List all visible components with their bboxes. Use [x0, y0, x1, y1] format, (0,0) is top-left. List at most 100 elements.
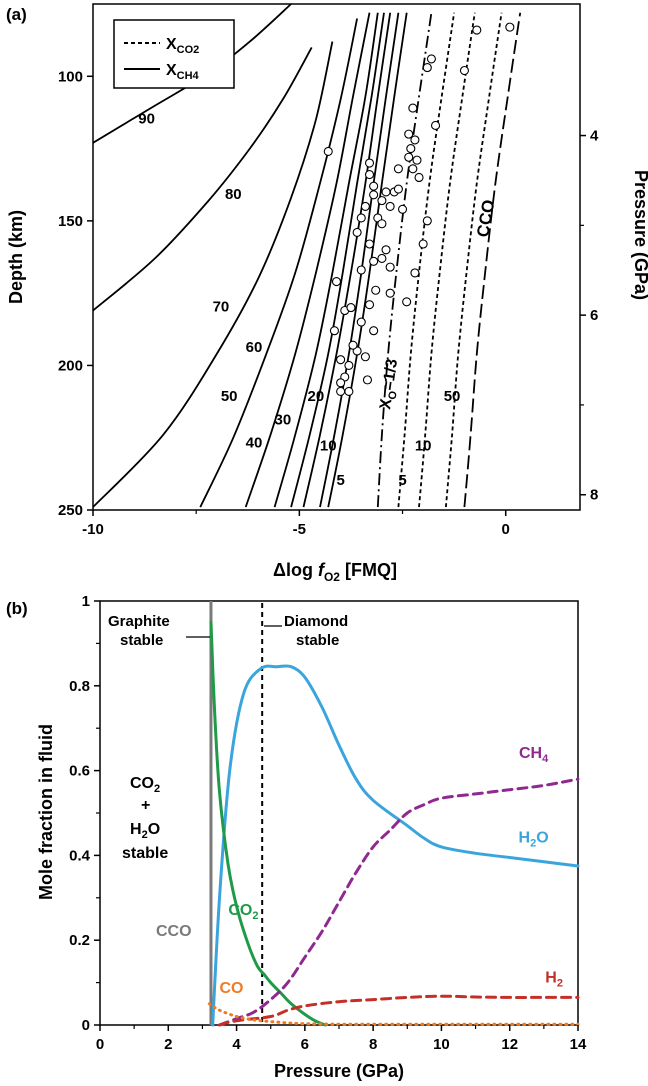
- scatter-point-7: [364, 158, 375, 168]
- a-xtick-label-0: -10: [82, 521, 104, 538]
- b-ytick-label-1: 0.2: [69, 932, 90, 949]
- panel-a-curve-dashed-5-11: [397, 12, 455, 508]
- scatter-point-12: [377, 196, 387, 206]
- scatter-point-23: [408, 164, 418, 174]
- b-xtick-label-6: 12: [501, 1036, 518, 1053]
- scatter-point-54: [431, 120, 441, 130]
- scatter-point-58: [472, 25, 482, 35]
- scatter-point-6: [346, 303, 356, 313]
- scatter-point-40: [348, 340, 358, 350]
- stable-h2o: H2O: [130, 821, 160, 841]
- scatter-point-2: [356, 265, 366, 275]
- legend-xch4: XCH4: [166, 62, 200, 82]
- b-ytick-label-5: 1: [82, 593, 90, 610]
- b-xtick-label-5: 10: [433, 1036, 450, 1053]
- a-xtick-label-2: 0: [502, 521, 510, 538]
- diamond-label-1: Diamond: [284, 613, 348, 630]
- panel-a-curve-solid-60-3: [199, 18, 358, 508]
- scatter-point-51: [410, 268, 420, 278]
- panel-b: (b) 0 2 4 6 8 10 12 14 0 0.2 0.4 0.6 0.8 1 CO2 CH4 H2O H…: [6, 593, 587, 1081]
- panel-a-curves: [93, 4, 522, 508]
- stable-word: stable: [122, 845, 168, 862]
- series-label-co: CO: [219, 980, 243, 997]
- legend-xco2: XCO2: [166, 36, 199, 56]
- scatter-point-13: [381, 187, 391, 197]
- scatter-point-32: [377, 253, 387, 263]
- b-xtick-label-2: 4: [232, 1036, 241, 1053]
- panel-a-ylabel-left: Depth (km): [6, 210, 26, 304]
- panel-a-legend: XCO2 XCH4: [113, 19, 235, 89]
- curve-label-6: 30: [275, 411, 292, 428]
- curve-label-5: 40: [246, 434, 263, 451]
- xo-label: XO=1/3: [377, 358, 404, 411]
- panel-a-curve-solid-80-1: [93, 46, 313, 312]
- scatter-point-28: [404, 129, 414, 139]
- scatter-point-1: [352, 227, 362, 237]
- b-xtick-label-3: 6: [301, 1036, 309, 1053]
- scatter-point-42: [360, 352, 370, 362]
- scatter-point-41: [344, 360, 354, 370]
- scatter-point-20: [397, 204, 408, 214]
- scatter-point-16: [377, 219, 387, 229]
- diamond-label-2: stable: [296, 632, 339, 649]
- graphite-label-1: Graphite: [108, 613, 170, 630]
- scatter-point-50: [402, 297, 412, 307]
- scatter-point-0: [323, 146, 333, 157]
- cco-label-b: CCO: [156, 923, 192, 940]
- scatter-point-17: [385, 201, 395, 211]
- legend-box: [113, 19, 235, 89]
- scatter-point-48: [344, 386, 354, 397]
- panel-a-scatter: [323, 22, 515, 397]
- panel-a-curve-labels: 90 80 70 60 50 40 30 20 10 5 5 10 50: [138, 111, 460, 489]
- scatter-point-9: [369, 181, 379, 191]
- curve-label-0: 90: [138, 111, 155, 128]
- series-line-ch4: [218, 777, 580, 1027]
- scatter-point-35: [371, 285, 381, 295]
- scatter-point-5: [329, 326, 339, 336]
- series-line-co2: [209, 620, 327, 1027]
- a-ytick-label-0: 100: [58, 68, 83, 85]
- series-label-ch4: CH4: [519, 745, 549, 765]
- panel-a-curve-dashed-50-13: [445, 12, 503, 508]
- series-label-co2: CO2: [228, 902, 258, 922]
- curve-label-12: 50: [444, 388, 461, 405]
- scatter-point-57: [459, 65, 469, 76]
- panel-b-ylabel: Mole fraction in fluid: [36, 724, 56, 900]
- scatter-point-10: [360, 201, 370, 211]
- scatter-point-33: [385, 262, 395, 272]
- panel-a-curve-dashed-10-12: [418, 12, 476, 508]
- panel-b-ticks: 0 2 4 6 8 10 12 14 0 0.2 0.4 0.6 0.8 1: [69, 593, 587, 1053]
- scatter-point-19: [393, 184, 403, 194]
- b-xtick-label-4: 8: [369, 1036, 377, 1053]
- panel-a-curve-solid-30-6: [290, 12, 385, 508]
- series-line-h2: [218, 994, 580, 1027]
- scatter-point-47: [336, 386, 346, 397]
- a-ytick-label-3: 250: [58, 502, 83, 519]
- curve-label-1: 80: [225, 186, 242, 203]
- panel-b-series-labels: CO2 CH4 H2O H2 CO: [219, 745, 562, 997]
- scatter-point-27: [408, 103, 418, 113]
- scatter-point-56: [426, 54, 436, 64]
- series-label-h2: H2: [545, 970, 563, 990]
- a-xtick-label-1: -5: [293, 521, 306, 538]
- scatter-point-3: [331, 277, 342, 287]
- scatter-point-46: [336, 378, 346, 388]
- b-ytick-label-0: 0: [82, 1017, 90, 1034]
- scatter-point-14: [369, 190, 379, 200]
- curve-label-9: 5: [336, 472, 344, 489]
- panel-b-label: (b): [6, 599, 28, 618]
- scatter-point-59: [505, 22, 515, 32]
- stable-plus: +: [141, 797, 150, 814]
- panel-a-curve-longdash-CCO-14: [463, 12, 522, 508]
- scatter-point-49: [385, 288, 395, 298]
- scatter-point-53: [422, 216, 432, 226]
- curve-label-2: 70: [213, 299, 230, 316]
- scatter-point-21: [393, 164, 403, 174]
- a-ytick-label-2: 200: [58, 357, 83, 374]
- a-y2tick-label-2: 8: [590, 487, 598, 504]
- scatter-point-37: [369, 326, 379, 336]
- scatter-point-8: [364, 170, 375, 180]
- panel-b-vertical-lines: [209, 601, 264, 1025]
- scatter-point-43: [362, 375, 373, 385]
